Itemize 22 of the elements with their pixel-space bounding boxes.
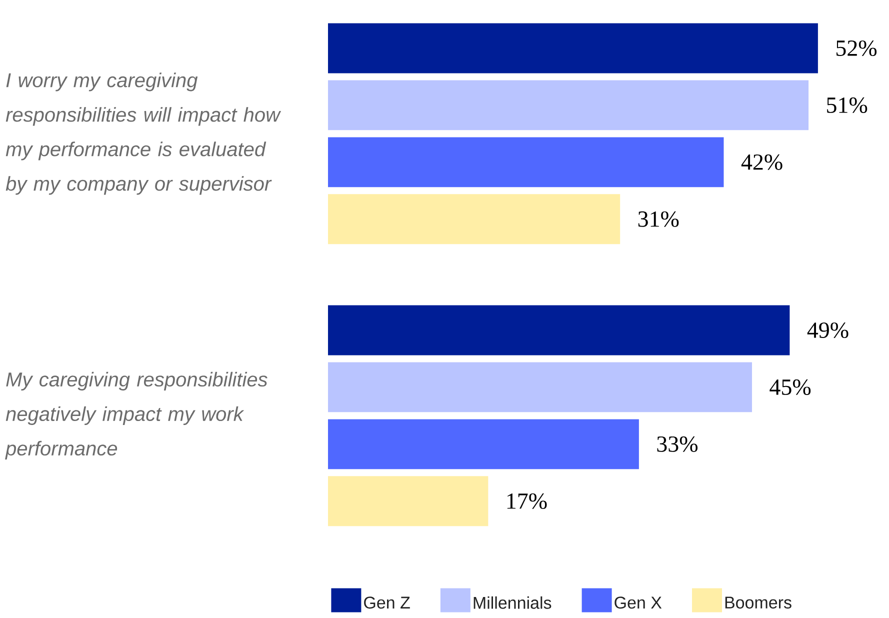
y-tick-label: My caregiving responsibilities negatively impact my work performance: [5, 372, 268, 460]
data-label: 33%: [657, 436, 698, 452]
legend-label: Millennials: [474, 596, 552, 609]
bar: [328, 23, 818, 74]
bar: [328, 137, 724, 188]
y-tick-label: I worry my caregiving responsibilities will impact how my performance is evaluated by my company or supervisor: [6, 72, 282, 195]
legend-label: Gen Z: [364, 596, 410, 609]
bar: [328, 305, 790, 356]
data-label: 52%: [836, 40, 877, 56]
bar: [328, 80, 809, 130]
bar: [328, 362, 752, 412]
data-label: 49%: [807, 322, 848, 338]
legend-label: Gen X: [614, 596, 662, 609]
data-label: 42%: [741, 154, 782, 170]
bar: [328, 419, 639, 470]
data-label: 51%: [827, 97, 868, 114]
bar: [328, 476, 488, 526]
data-label: 45%: [770, 379, 811, 396]
bar: [328, 194, 620, 244]
data-label: 17%: [507, 493, 547, 509]
data-label: 31%: [638, 211, 679, 227]
legend-label: Boomers: [725, 596, 792, 609]
